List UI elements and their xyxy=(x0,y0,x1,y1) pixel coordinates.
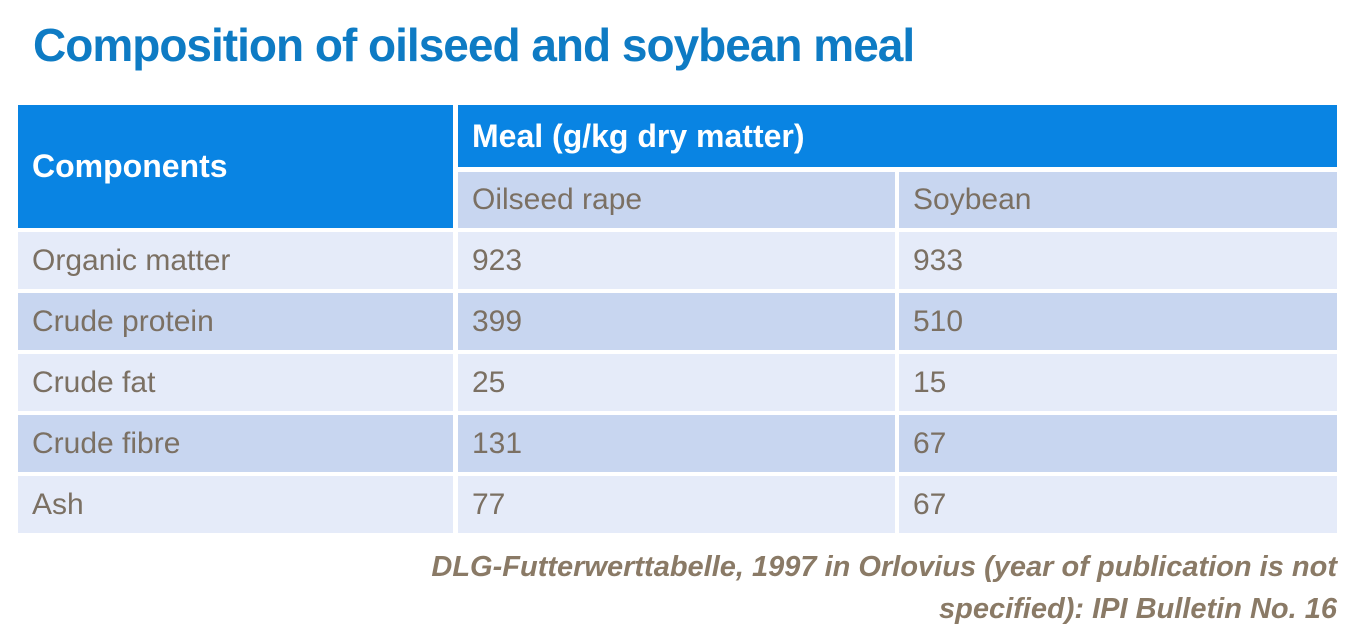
soybean-column-header: Soybean xyxy=(899,167,1338,228)
component-cell: Crude protein xyxy=(18,289,458,350)
soybean-value-cell: 510 xyxy=(899,289,1338,350)
table-subheader-row: Oilseed rape Soybean xyxy=(18,167,1338,228)
soybean-value-cell: 15 xyxy=(899,350,1338,411)
table-row-organic-matter: Organic matter 923 933 xyxy=(18,228,1338,289)
table-row-crude-fat: Crude fat 25 15 xyxy=(18,350,1338,411)
soybean-value-cell: 933 xyxy=(899,228,1338,289)
table-header-row: Components Meal (g/kg dry matter) xyxy=(18,105,1338,228)
meal-group-header-cell: Meal (g/kg dry matter) xyxy=(458,105,1338,167)
table-row-crude-protein: Crude protein 399 510 xyxy=(18,289,1338,350)
table-row-ash: Ash 77 67 xyxy=(18,472,1338,533)
component-cell: Crude fat xyxy=(18,350,458,411)
oilseed-rape-value-cell: 131 xyxy=(458,411,899,472)
component-cell: Ash xyxy=(18,472,458,533)
page-title: Composition of oilseed and soybean meal xyxy=(33,19,915,71)
oilseed-rape-value-cell: 25 xyxy=(458,350,899,411)
composition-table: Components Meal (g/kg dry matter) Oilsee… xyxy=(18,105,1338,533)
source-citation-line-2: specified): IPI Bulletin No. 16 xyxy=(938,593,1337,625)
table-row-crude-fibre: Crude fibre 131 67 xyxy=(18,411,1338,472)
component-cell: Organic matter xyxy=(18,228,458,289)
soybean-value-cell: 67 xyxy=(899,411,1338,472)
source-citation: DLG-Futterwerttabelle, 1997 in Orlovius … xyxy=(18,546,1337,630)
components-header-cell: Components xyxy=(18,105,458,228)
soybean-value-cell: 67 xyxy=(899,472,1338,533)
component-cell: Crude fibre xyxy=(18,411,458,472)
oilseed-rape-value-cell: 77 xyxy=(458,472,899,533)
oilseed-rape-value-cell: 923 xyxy=(458,228,899,289)
source-citation-line-1: DLG-Futterwerttabelle, 1997 in Orlovius … xyxy=(431,551,1337,583)
oilseed-rape-value-cell: 399 xyxy=(458,289,899,350)
oilseed-rape-column-header: Oilseed rape xyxy=(458,167,899,228)
